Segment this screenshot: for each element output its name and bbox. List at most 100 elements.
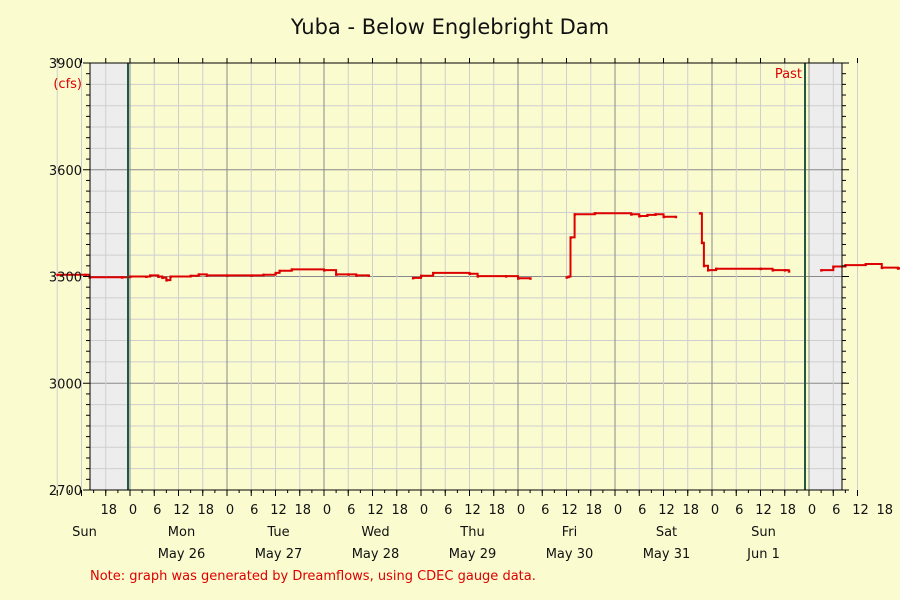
x-hour-label: 12 [755, 503, 772, 518]
flow-point [700, 241, 704, 245]
x-hour-label: 12 [173, 503, 190, 518]
y-axis: 2700 3000 3300 3600 3900 [49, 57, 849, 499]
past-label: Past [775, 67, 802, 82]
flow-point [420, 274, 423, 278]
x-hour-label: 0 [517, 503, 525, 518]
y-tick-label: 3000 [49, 377, 82, 392]
flow-point [274, 271, 277, 275]
x-hour-label: 0 [614, 503, 622, 518]
flow-point [432, 271, 435, 275]
flow-line-segment [412, 271, 531, 280]
flow-point [771, 269, 775, 272]
x-date-label: Jun 1 [746, 547, 780, 562]
y-tick-label: 3900 [49, 57, 82, 72]
flow-point [715, 267, 718, 271]
x-hour-label: 18 [585, 503, 602, 518]
flow-point [157, 275, 160, 278]
x-hour-label: 12 [367, 503, 384, 518]
x-hour-label: 18 [488, 503, 505, 518]
x-hour-label: 12 [270, 503, 287, 518]
x-day-label: Thu [459, 525, 484, 540]
x-date-label: May 30 [546, 547, 594, 562]
source-note: Note: graph was generated by Dreamflows,… [90, 569, 536, 584]
flow-point [529, 277, 532, 280]
grid-lines [56, 62, 858, 491]
flow-point [569, 236, 573, 239]
flow-point [759, 267, 762, 271]
y-tick-label: 3300 [49, 271, 82, 286]
flow-line-segment [566, 212, 676, 279]
x-hour-label: 18 [779, 503, 796, 518]
flow-point [674, 215, 678, 219]
flow-point [787, 270, 791, 273]
x-day-label: Mon [168, 525, 195, 540]
flow-point [573, 213, 577, 216]
flow-point [278, 269, 282, 273]
x-axis: 18 0 6 12 18 0 6 12 18 0 6 12 18 0 6 12 18 0 6 12 18 0 6 12 18 0 6… [56, 58, 893, 562]
flow-point [161, 276, 164, 280]
x-hour-label: 6 [153, 503, 161, 518]
window-markers [127, 63, 806, 490]
flow-point [262, 273, 265, 277]
flow-point [476, 275, 480, 278]
flow-point [145, 275, 148, 278]
flow-point [250, 274, 253, 277]
x-hour-label: 6 [541, 503, 549, 518]
flow-point [630, 213, 633, 216]
x-hour-label: 18 [876, 503, 893, 518]
x-hour-label: 6 [735, 503, 743, 518]
x-date-label: May 26 [158, 547, 206, 562]
x-hour-label: 18 [294, 503, 311, 518]
x-hour-label: 6 [444, 503, 452, 518]
x-hour-label: 6 [250, 503, 258, 518]
flow-point [290, 268, 294, 271]
chart-title: Yuba - Below Englebright Dam [290, 15, 609, 39]
flow-point [698, 212, 702, 215]
x-hour-label: 0 [129, 503, 137, 518]
x-hour-label: 12 [464, 503, 481, 518]
flow-line-segment [821, 263, 900, 272]
flow-point [367, 274, 370, 277]
x-hour-label: 0 [226, 503, 234, 518]
x-date-label: May 31 [643, 547, 691, 562]
flow-point [169, 275, 172, 278]
flow-point [662, 215, 665, 219]
flow-point [197, 273, 201, 276]
x-hour-label: 0 [420, 503, 428, 518]
flow-point [120, 276, 124, 279]
x-hour-label: 6 [832, 503, 840, 518]
flow-point [149, 274, 152, 277]
flow-point [411, 276, 415, 280]
flow-point [702, 264, 706, 268]
flow-point [638, 215, 641, 218]
flow-point [468, 272, 471, 276]
flow-point [226, 274, 229, 277]
y-axis-unit-label: (cfs) [53, 77, 82, 92]
flow-point [896, 267, 900, 270]
x-hour-label: 6 [638, 503, 646, 518]
x-hour-label: 0 [323, 503, 331, 518]
series-lines [56, 212, 900, 282]
flow-point [565, 276, 568, 279]
flow-point [880, 266, 884, 270]
x-hour-label: 12 [561, 503, 578, 518]
x-hour-label: 18 [682, 503, 699, 518]
flow-point [504, 275, 508, 278]
flow-point [129, 275, 132, 278]
x-hour-label: 18 [391, 503, 408, 518]
x-hour-label: 0 [808, 503, 816, 518]
flow-point [832, 265, 835, 269]
flow-line-segment [699, 212, 790, 272]
x-date-label: May 27 [255, 547, 303, 562]
flow-point [56, 273, 59, 277]
flow-point [567, 275, 571, 278]
flow-point [593, 212, 597, 215]
flow-point [84, 273, 88, 277]
flow-point [323, 269, 326, 272]
flow-point [189, 274, 193, 278]
y-tick-label: 2700 [49, 484, 82, 499]
flow-point [783, 269, 787, 272]
x-hour-label: 12 [658, 503, 675, 518]
flow-point [706, 269, 710, 272]
